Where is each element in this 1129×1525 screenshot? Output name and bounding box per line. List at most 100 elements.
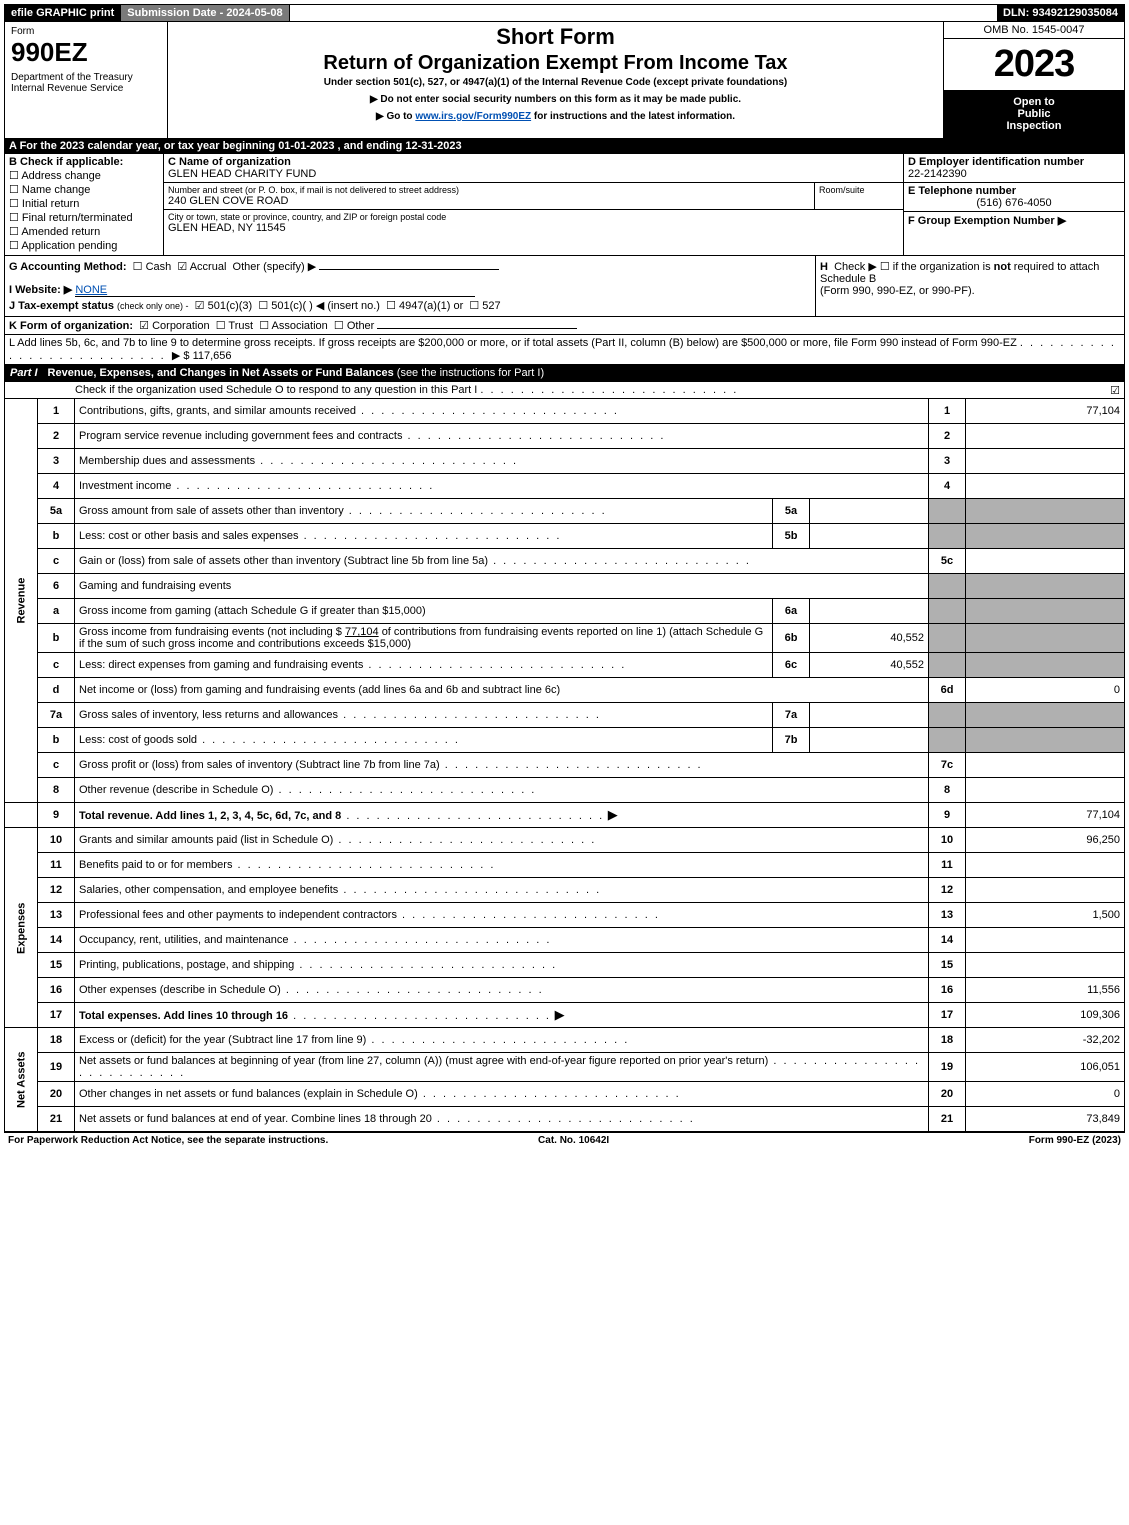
cb-501c[interactable]: 501(c)( ) ◀ (insert no.) — [258, 299, 380, 312]
cb-527[interactable]: 527 — [469, 299, 500, 312]
l3-amt — [966, 449, 1125, 474]
cb-application-pending[interactable]: Application pending — [9, 239, 159, 252]
l17-bn: 17 — [929, 1003, 966, 1028]
cb-schedule-o[interactable] — [1110, 384, 1120, 397]
cb-cash[interactable]: Cash — [133, 260, 172, 273]
l6d-desc: Net income or (loss) from gaming and fun… — [79, 684, 560, 696]
l21-amt: 73,849 — [966, 1107, 1125, 1132]
open-to-public: Open to Public Inspection — [944, 90, 1124, 138]
l14-desc: Occupancy, rent, utilities, and maintena… — [79, 934, 289, 946]
f-label: F Group Exemption Number ▶ — [908, 215, 1066, 227]
cb-501c3[interactable]: 501(c)(3) — [195, 299, 253, 312]
return-title: Return of Organization Exempt From Incom… — [176, 52, 935, 75]
cb-final-return[interactable]: Final return/terminated — [9, 211, 159, 224]
l5c-desc: Gain or (loss) from sale of assets other… — [79, 555, 488, 567]
l5a-desc: Gross amount from sale of assets other t… — [79, 505, 344, 517]
k-form-of-org: K Form of organization: Corporation Trus… — [4, 317, 1125, 335]
l10-desc: Grants and similar amounts paid (list in… — [79, 834, 333, 846]
l8-amt — [966, 778, 1125, 803]
cb-initial-return[interactable]: Initial return — [9, 197, 159, 210]
ein-value: 22-2142390 — [908, 168, 1120, 180]
part-i-label: Part I — [10, 367, 38, 379]
l17-amt: 109,306 — [966, 1003, 1125, 1028]
e-label: E Telephone number — [908, 185, 1120, 197]
l6-desc: Gaming and fundraising events — [75, 574, 929, 599]
phone-value: (516) 676-4050 — [908, 197, 1120, 209]
part-i-check-text: Check if the organization used Schedule … — [75, 384, 477, 396]
irs-link[interactable]: www.irs.gov/Form990EZ — [415, 111, 531, 122]
l15-no: 15 — [38, 953, 75, 978]
c-name-label: C Name of organization — [168, 156, 899, 168]
section-ghij: G Accounting Method: Cash Accrual Other … — [4, 256, 1125, 317]
l17-desc: Total expenses. Add lines 10 through 16 — [79, 1010, 288, 1022]
k-other-input[interactable] — [377, 328, 577, 329]
cb-accrual[interactable]: Accrual — [177, 260, 226, 273]
l13-bn: 13 — [929, 903, 966, 928]
l8-no: 8 — [38, 778, 75, 803]
l6d-no: d — [38, 678, 75, 703]
l5b-inner-val — [810, 524, 929, 549]
l1-bn: 1 — [929, 399, 966, 424]
l5b-no: b — [38, 524, 75, 549]
form-label: Form — [11, 26, 161, 37]
g-other-input[interactable] — [319, 269, 499, 270]
l6c-inner-val: 40,552 — [810, 653, 929, 678]
l12-no: 12 — [38, 878, 75, 903]
l5a-no: 5a — [38, 499, 75, 524]
l2-no: 2 — [38, 424, 75, 449]
cb-amended-return[interactable]: Amended return — [9, 225, 159, 238]
l6b-inner-no: 6b — [773, 624, 810, 653]
cb-4947[interactable]: 4947(a)(1) or — [386, 299, 463, 312]
l19-no: 19 — [38, 1053, 75, 1082]
footer-left: For Paperwork Reduction Act Notice, see … — [8, 1135, 328, 1146]
efile-print[interactable]: efile GRAPHIC print — [5, 5, 121, 21]
l5a-inner-val — [810, 499, 929, 524]
cb-trust[interactable]: Trust — [216, 319, 253, 332]
part-i-title: Revenue, Expenses, and Changes in Net As… — [48, 367, 394, 379]
i-website: I Website: ▶ NONE — [9, 283, 811, 297]
j-sub: (check only one) - — [117, 301, 189, 311]
cb-address-change[interactable]: Address change — [9, 169, 159, 182]
l5b-desc: Less: cost or other basis and sales expe… — [79, 530, 299, 542]
l10-no: 10 — [38, 828, 75, 853]
info-grid: B Check if applicable: Address change Na… — [4, 154, 1125, 256]
l18-no: 18 — [38, 1028, 75, 1053]
l6c-no: c — [38, 653, 75, 678]
l16-bn: 16 — [929, 978, 966, 1003]
l6c-desc: Less: direct expenses from gaming and fu… — [79, 659, 363, 671]
h-label: H — [820, 261, 828, 273]
section-h: H Check ▶ ☐ if the organization is not r… — [815, 256, 1124, 316]
footer-right: Form 990-EZ (2023) — [1029, 1135, 1121, 1146]
l6b-no: b — [38, 624, 75, 653]
l5b-inner-no: 5b — [773, 524, 810, 549]
l10-amt: 96,250 — [966, 828, 1125, 853]
l12-bn: 12 — [929, 878, 966, 903]
l6a-inner-no: 6a — [773, 599, 810, 624]
l17-no: 17 — [38, 1003, 75, 1028]
l5c-bn: 5c — [929, 549, 966, 574]
cb-other-org[interactable]: Other — [334, 319, 374, 332]
side-net-assets: Net Assets — [5, 1028, 38, 1132]
instr2-post: for instructions and the latest informat… — [531, 111, 735, 122]
l21-no: 21 — [38, 1107, 75, 1132]
l21-desc: Net assets or fund balances at end of ye… — [79, 1113, 432, 1125]
l7a-inner-val — [810, 703, 929, 728]
l6b-desc1: Gross income from fundraising events (no… — [79, 626, 342, 638]
l6a-inner-val — [810, 599, 929, 624]
l9-bn: 9 — [929, 803, 966, 828]
l11-amt — [966, 853, 1125, 878]
cb-corporation[interactable]: Corporation — [139, 319, 209, 332]
dln: DLN: 93492129035084 — [997, 5, 1124, 21]
l16-desc: Other expenses (describe in Schedule O) — [79, 984, 281, 996]
l14-amt — [966, 928, 1125, 953]
l4-desc: Investment income — [79, 480, 171, 492]
l13-amt: 1,500 — [966, 903, 1125, 928]
footer-mid: Cat. No. 10642I — [538, 1135, 609, 1146]
website-value[interactable]: NONE — [75, 284, 475, 297]
section-b-checkboxes: B Check if applicable: Address change Na… — [5, 154, 164, 255]
cb-name-change[interactable]: Name change — [9, 183, 159, 196]
form-header: Form 990EZ Department of the Treasury In… — [4, 22, 1125, 139]
cb-association[interactable]: Association — [259, 319, 328, 332]
l12-desc: Salaries, other compensation, and employ… — [79, 884, 338, 896]
l18-amt: -32,202 — [966, 1028, 1125, 1053]
